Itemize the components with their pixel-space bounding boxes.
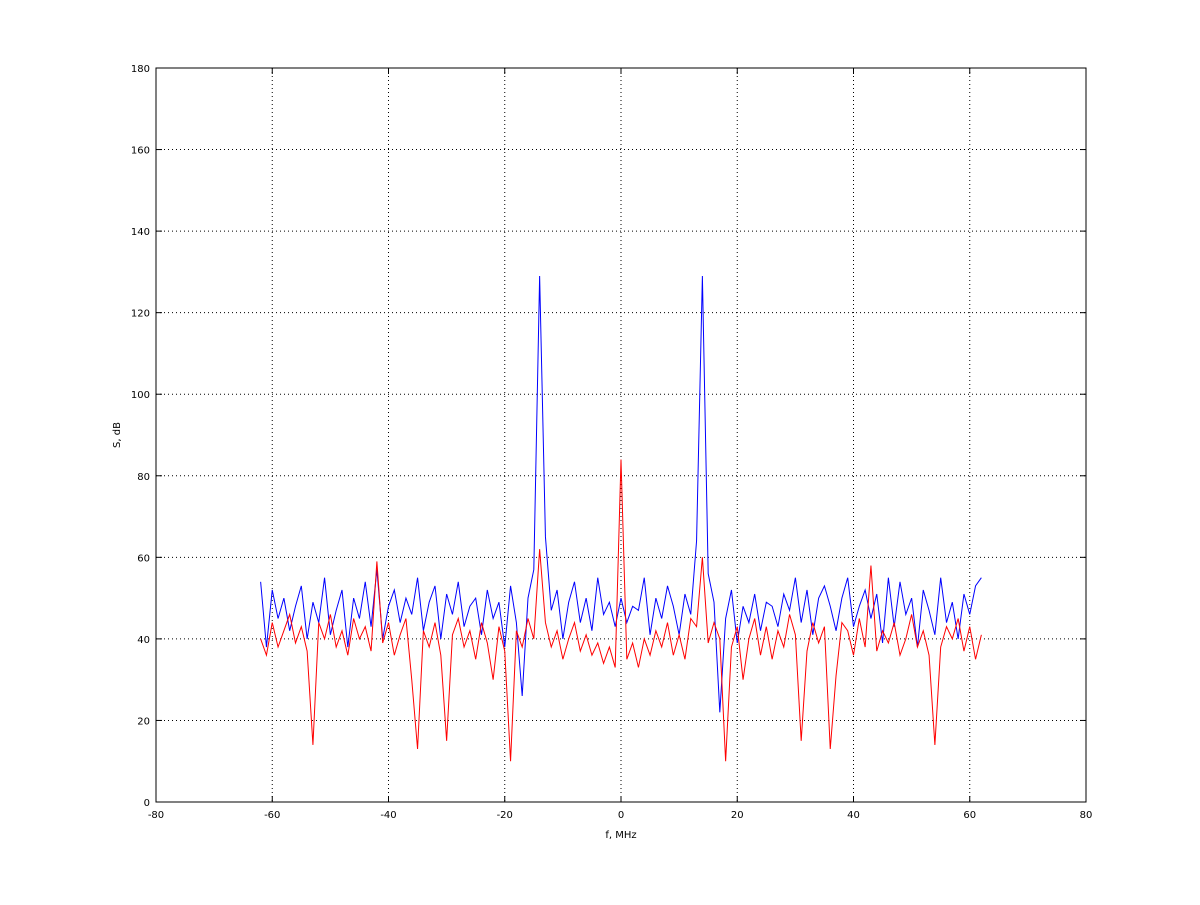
x-tick-label: 60 xyxy=(963,810,976,821)
y-tick-label: 100 xyxy=(131,390,150,401)
y-tick-label: 60 xyxy=(137,553,150,564)
plot-area xyxy=(156,68,1086,802)
y-axis-label: S, dB xyxy=(112,422,123,448)
axes-box xyxy=(155,67,1087,803)
x-tick-label: 0 xyxy=(618,810,624,821)
series-line xyxy=(260,459,982,762)
y-tick-label: 140 xyxy=(131,227,150,238)
x-tick-label: 80 xyxy=(1080,810,1093,821)
y-tick-label: 40 xyxy=(137,635,150,646)
x-tick-label: 20 xyxy=(731,810,744,821)
x-tick-label: -60 xyxy=(264,810,280,821)
x-tick-label: -80 xyxy=(148,810,164,821)
x-axis-label: f, MHz xyxy=(605,830,636,841)
y-tick-label: 0 xyxy=(144,798,150,809)
y-tick-label: 160 xyxy=(131,146,150,157)
y-tick-label: 120 xyxy=(131,309,150,320)
y-tick-label: 20 xyxy=(137,716,150,727)
x-tick-label: 40 xyxy=(847,810,860,821)
x-tick-label: -40 xyxy=(380,810,396,821)
y-tick-label: 180 xyxy=(131,64,150,75)
y-tick-label: 80 xyxy=(137,472,150,483)
x-tick-label: -20 xyxy=(497,810,513,821)
